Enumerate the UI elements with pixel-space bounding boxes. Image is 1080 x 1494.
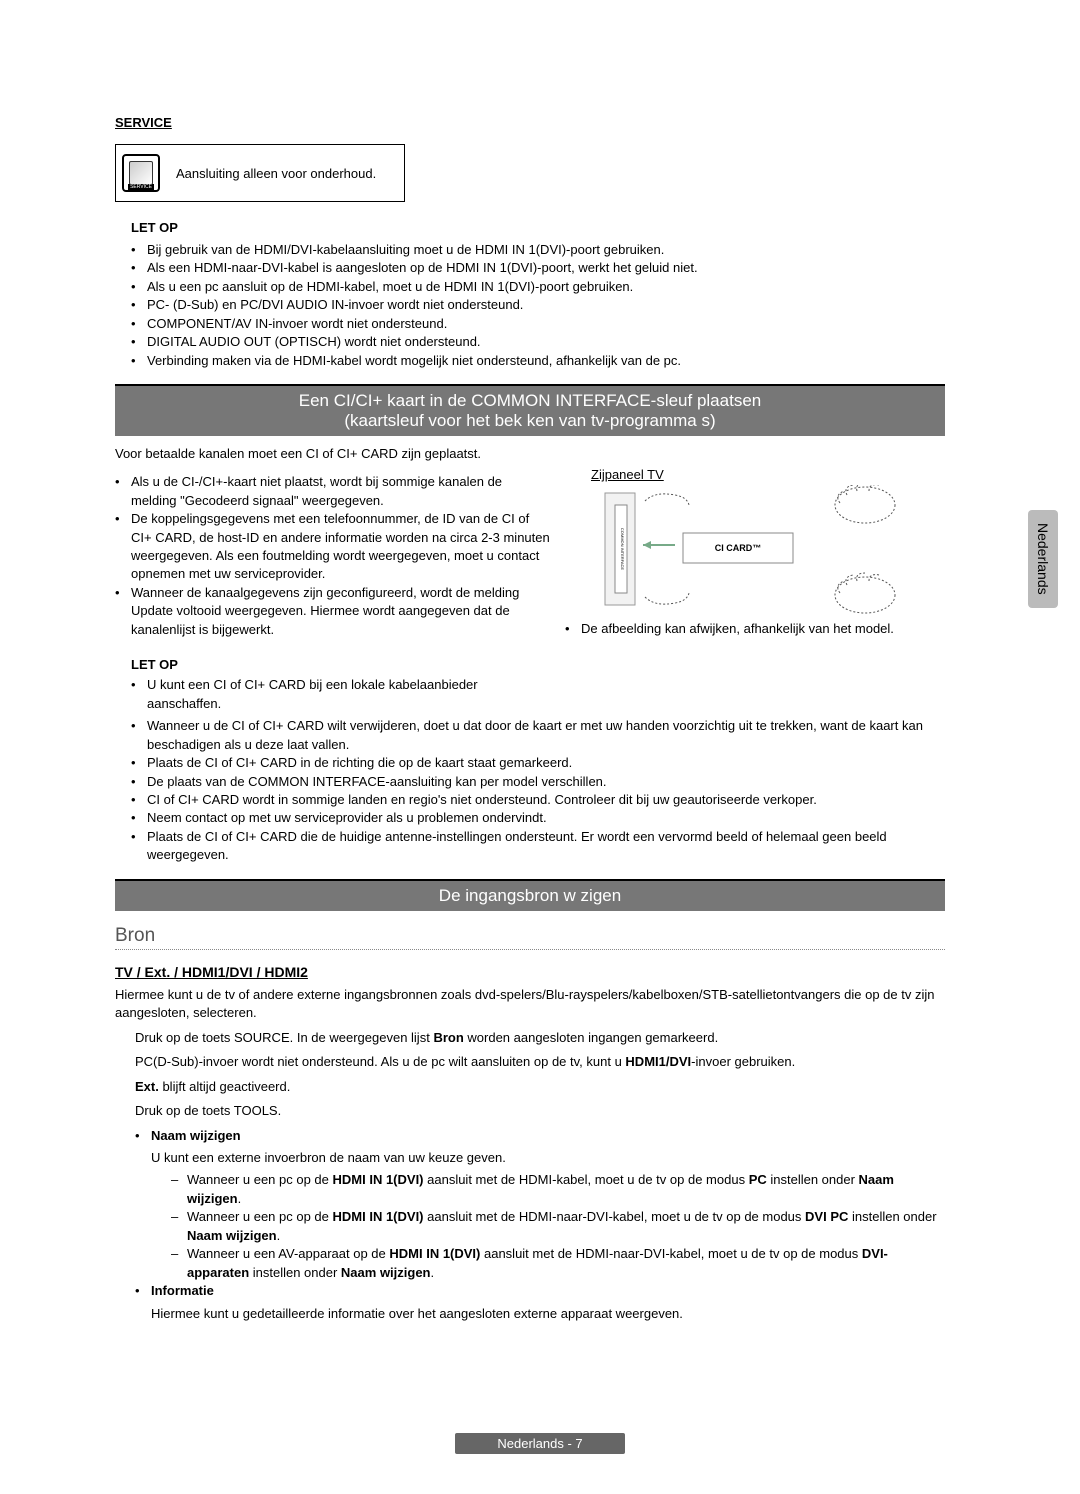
ci-letop-item: CI of CI+ CARD wordt in sommige landen e… <box>131 791 945 809</box>
service-port-icon: SERVICE <box>122 154 160 192</box>
bron-option: Naam wijzigen U kunt een externe invoerb… <box>135 1127 945 1283</box>
letop-item: PC- (D-Sub) en PC/DVI AUDIO IN-invoer wo… <box>131 296 945 314</box>
ci-letop-title: LET OP <box>131 657 551 672</box>
ci-right-column: Zijpaneel TV COMMON INTERFACE CI CARD™ <box>565 467 945 713</box>
side-tab-label: Nederlands <box>1035 523 1051 595</box>
bron-p4: Ext. blijft altijd geactiveerd. <box>135 1078 945 1096</box>
bron-p3: PC(D-Sub)-invoer wordt niet ondersteund.… <box>135 1053 945 1071</box>
ci-letop-list-rest: Wanneer u de CI of CI+ CARD wilt verwijd… <box>131 717 945 865</box>
ci-letop-item: U kunt een CI of CI+ CARD bij een lokale… <box>131 676 551 713</box>
ci-bullet: De koppelingsgegevens met een telefoonnu… <box>115 510 551 584</box>
bron-option-list: Naam wijzigen U kunt een externe invoerb… <box>135 1127 945 1324</box>
text: -invoer gebruiken. <box>691 1054 795 1069</box>
bron-sub-heading: TV / Ext. / HDMI1/DVI / HDMI2 <box>115 964 945 980</box>
letop-item: DIGITAL AUDIO OUT (OPTISCH) wordt niet o… <box>131 333 945 351</box>
text: Druk op de toets SOURCE. In de weergegev… <box>135 1030 433 1045</box>
ci-letop-list-top: U kunt een CI of CI+ CARD bij een lokale… <box>131 676 551 713</box>
option-desc: Hiermee kunt u gedetailleerde informatie… <box>151 1305 945 1323</box>
text: worden aangesloten ingangen gemarkeerd. <box>464 1030 718 1045</box>
bold-text: Bron <box>433 1030 463 1045</box>
nw-item: Wanneer u een AV-apparaat op de HDMI IN … <box>171 1245 945 1282</box>
ci-letop-item: Neem contact op met uw serviceprovider a… <box>131 809 945 827</box>
ci-diagram: Zijpaneel TV COMMON INTERFACE CI CARD™ <box>565 467 945 617</box>
ci-letop-item: Wanneer u de CI of CI+ CARD wilt verwijd… <box>131 717 945 754</box>
section-bar-source: De ingangsbron w zigen <box>115 879 945 911</box>
bar-line: Een CI/CI+ kaart in de COMMON INTERFACE-… <box>115 391 945 411</box>
letop-item: Bij gebruik van de HDMI/DVI-kabelaanslui… <box>131 241 945 259</box>
ci-diagram-label: Zijpaneel TV <box>591 467 664 482</box>
ci-bullet-list: Als u de CI-/CI+-kaart niet plaatst, wor… <box>115 473 551 639</box>
ci-left-column: Als u de CI-/CI+-kaart niet plaatst, wor… <box>115 467 551 713</box>
service-box: SERVICE Aansluiting alleen voor onderhou… <box>115 144 405 202</box>
footer-page-label: Nederlands - 7 <box>455 1433 625 1454</box>
page-content: SERVICE SERVICE Aansluiting alleen voor … <box>115 115 945 1323</box>
slot-text: COMMON INTERFACE <box>620 528 625 571</box>
bron-p1: Hiermee kunt u de tv of andere externe i… <box>115 986 945 1023</box>
option-desc: U kunt een externe invoerbron de naam va… <box>151 1149 945 1167</box>
ci-bullet: Wanneer de kanaalgegevens zijn geconfigu… <box>115 584 551 639</box>
ci-diagram-svg: COMMON INTERFACE CI CARD™ <box>565 485 945 615</box>
ci-bullet: Als u de CI-/CI+-kaart niet plaatst, wor… <box>115 473 551 510</box>
bold-text: HDMI1/DVI <box>625 1054 691 1069</box>
ci-letop-item: Plaats de CI of CI+ CARD in de richting … <box>131 754 945 772</box>
ci-diagram-note: De afbeelding kan afwijken, afhankelijk … <box>565 621 945 636</box>
letop-item: COMPONENT/AV IN-invoer wordt niet onders… <box>131 315 945 333</box>
text: PC(D-Sub)-invoer wordt niet ondersteund.… <box>135 1054 625 1069</box>
letop-1-title: LET OP <box>131 220 945 235</box>
page-footer: Nederlands - 7 <box>0 1433 1080 1454</box>
option-label: Naam wijzigen <box>151 1128 241 1143</box>
section-bar-ci: Een CI/CI+ kaart in de COMMON INTERFACE-… <box>115 384 945 436</box>
bold-text: Ext. <box>135 1079 159 1094</box>
language-side-tab: Nederlands <box>1028 510 1058 608</box>
nw-item: Wanneer u een pc op de HDMI IN 1(DVI) aa… <box>171 1171 945 1208</box>
ci-letop-item: Plaats de CI of CI+ CARD die de huidige … <box>131 828 945 865</box>
service-text: Aansluiting alleen voor onderhoud. <box>176 166 376 181</box>
nw-dash-list: Wanneer u een pc op de HDMI IN 1(DVI) aa… <box>171 1171 945 1282</box>
bron-p2: Druk op de toets SOURCE. In de weergegev… <box>135 1029 945 1047</box>
letop-item: Verbinding maken via de HDMI-kabel wordt… <box>131 352 945 370</box>
ci-two-column: Als u de CI-/CI+-kaart niet plaatst, wor… <box>115 467 945 713</box>
letop-item: Als u een pc aansluit op de HDMI-kabel, … <box>131 278 945 296</box>
option-label: Informatie <box>151 1283 214 1298</box>
letop-1-list: Bij gebruik van de HDMI/DVI-kabelaanslui… <box>131 241 945 370</box>
bron-option: Informatie Hiermee kunt u gedetailleerde… <box>135 1282 945 1323</box>
ci-letop-item: De plaats van de COMMON INTERFACE-aanslu… <box>131 773 945 791</box>
bar-line: (kaartsleuf voor het bek ken van tv-prog… <box>115 411 945 431</box>
nw-item: Wanneer u een pc op de HDMI IN 1(DVI) aa… <box>171 1208 945 1245</box>
text: blijft altijd geactiveerd. <box>159 1079 291 1094</box>
card-text: CI CARD™ <box>715 543 762 553</box>
service-heading: SERVICE <box>115 115 945 130</box>
ci-intro: Voor betaalde kanalen moet een CI of CI+… <box>115 446 945 461</box>
bron-heading: Bron <box>115 925 945 950</box>
bron-p5: Druk op de toets TOOLS. <box>135 1102 945 1120</box>
service-icon-label: SERVICE <box>128 184 154 191</box>
letop-item: Als een HDMI-naar-DVI-kabel is aangeslot… <box>131 259 945 277</box>
